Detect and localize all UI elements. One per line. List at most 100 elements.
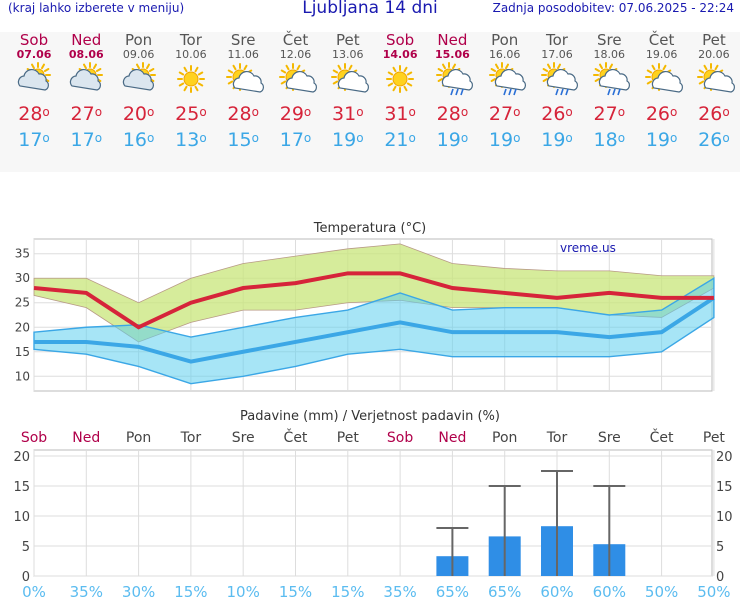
min-temperature: 19o — [332, 129, 364, 151]
max-temperature: 29o — [279, 103, 312, 125]
x-tick-label: Pet — [703, 430, 726, 446]
day-date: 18.06 — [593, 48, 626, 61]
day-name: Ned — [437, 31, 468, 49]
sunny-icon — [165, 61, 217, 101]
day-column: Tor 17.06 26o 19o — [531, 32, 583, 153]
max-temperature: 20o — [122, 103, 155, 125]
max-temperature-line — [33, 271, 714, 330]
y-tick-label: 30 — [15, 271, 30, 285]
y-tick-label: 25 — [15, 296, 30, 310]
page-header: (kraj lahko izberete v meniju) Ljubljana… — [0, 0, 740, 20]
chart-title: Padavine (mm) / Verjetnost padavin (%) — [240, 409, 500, 424]
location-hint[interactable]: (kraj lahko izberete v meniju) — [8, 1, 185, 15]
day-name: Čet — [282, 31, 309, 49]
day-date: 11.06 — [227, 48, 259, 61]
day-column: Sre 11.06 28o 15o — [217, 32, 269, 153]
y-tick-label: 10 — [15, 369, 30, 383]
partly-cloudy-icon — [60, 61, 112, 101]
max-temperature: 27o — [70, 103, 103, 125]
min-temperature: 17o — [279, 129, 312, 151]
day-name: Sob — [385, 31, 415, 49]
min-temperature: 13o — [175, 129, 207, 151]
mostly-sunny-icon — [270, 61, 322, 101]
partly-cloudy-icon — [113, 61, 165, 101]
precip-probability: 35% — [70, 583, 103, 600]
y-tick-label-right: 5 — [716, 540, 724, 555]
day-date: 13.06 — [332, 48, 364, 61]
min-temperature: 19o — [645, 129, 678, 151]
precip-probability: 65% — [436, 583, 469, 600]
y-tick-label-right: 10 — [716, 510, 733, 525]
y-tick-label: 35 — [15, 247, 30, 261]
precip-probability: 15% — [174, 583, 207, 600]
day-name: Pon — [491, 31, 519, 49]
precip-probability: 10% — [227, 583, 260, 600]
y-tick-label: 5 — [22, 540, 30, 555]
max-temperature: 28o — [18, 103, 50, 125]
day-date: 19.06 — [645, 48, 678, 61]
precip-probability: 50% — [645, 583, 678, 600]
min-temperature: 17o — [18, 129, 50, 151]
min-temperature: 19o — [541, 129, 573, 151]
day-date: 08.06 — [68, 48, 104, 61]
day-column: Pet 13.06 31o 19o — [322, 32, 374, 153]
day-column: Sob 14.06 31o 21o — [374, 32, 426, 153]
precip-probability: 35% — [383, 583, 416, 600]
y-tick-label: 0 — [22, 570, 30, 585]
day-date: 17.06 — [541, 48, 573, 61]
day-column: Čet 19.06 26o 19o — [636, 32, 688, 153]
day-column: Pet 20.06 26o 26o — [688, 32, 740, 153]
precip-probability: 60% — [593, 583, 626, 600]
mostly-sunny-icon — [217, 61, 269, 101]
precip-probability: 60% — [540, 583, 573, 600]
day-name: Sob — [19, 31, 49, 49]
day-date: 16.06 — [488, 48, 521, 61]
precip-probability: 15% — [279, 583, 312, 600]
max-temperature: 31o — [332, 103, 364, 125]
x-tick-label: Sob — [21, 430, 47, 446]
y-tick-label-right: 15 — [716, 480, 733, 495]
min-temperature: 19o — [488, 129, 521, 151]
x-tick-label: Ned — [72, 430, 100, 446]
y-tick-label: 20 — [13, 450, 30, 465]
day-date: 09.06 — [122, 48, 155, 61]
page-title: Ljubljana 14 dni — [302, 0, 438, 18]
sun-rain-icon — [479, 61, 531, 101]
max-temperature: 26o — [645, 103, 678, 125]
day-name: Pet — [335, 31, 360, 49]
y-tick-label: 10 — [13, 510, 30, 525]
x-tick-label: Čet — [650, 428, 674, 446]
watermark: vreme.us — [560, 241, 616, 255]
day-name: Sre — [597, 31, 622, 49]
x-tick-label: Čet — [284, 428, 308, 446]
day-name: Pet — [702, 31, 726, 49]
min-temperature-line — [34, 296, 715, 364]
y-tick-label: 15 — [15, 345, 30, 359]
y-tick-label-right: 20 — [716, 450, 733, 465]
daily-forecast-strip: Sob 07.06 28o 17o Ned 08.06 27o 17o Pon 09.06 20o 1… — [0, 32, 740, 172]
max-temperature: 27o — [488, 103, 521, 125]
day-column: Sre 18.06 27o 18o — [583, 32, 635, 153]
max-temperature: 26o — [541, 103, 573, 125]
max-temperature: 27o — [593, 103, 626, 125]
day-name: Sre — [230, 31, 256, 49]
day-name: Čet — [648, 31, 675, 49]
min-temperature: 18o — [593, 129, 626, 151]
day-date: 10.06 — [175, 48, 207, 61]
min-temperature: 26o — [698, 129, 730, 151]
y-tick-label: 20 — [15, 320, 30, 334]
min-temperature: 16o — [122, 129, 155, 151]
x-tick-label: Ned — [438, 430, 466, 446]
day-name: Tor — [179, 31, 202, 49]
max-temperature: 28o — [227, 103, 259, 125]
day-column: Tor 10.06 25o 13o — [165, 32, 217, 153]
day-date: 14.06 — [382, 48, 418, 61]
day-column: Ned 15.06 28o 19o — [426, 32, 478, 153]
x-tick-label: Sob — [387, 430, 413, 446]
precipitation-chart: Padavine (mm) / Verjetnost padavin (%) So… — [13, 409, 733, 600]
max-temperature: 28o — [436, 103, 469, 125]
precip-probability: 50% — [697, 583, 730, 600]
sunny-icon — [374, 61, 426, 101]
day-column: Sob 07.06 28o 17o — [8, 32, 60, 153]
chart-title: Temperatura (°C) — [313, 221, 426, 236]
